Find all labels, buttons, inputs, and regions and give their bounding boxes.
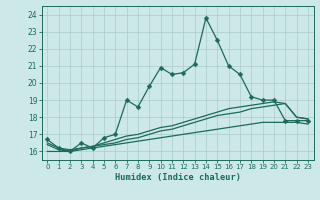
- X-axis label: Humidex (Indice chaleur): Humidex (Indice chaleur): [115, 173, 241, 182]
